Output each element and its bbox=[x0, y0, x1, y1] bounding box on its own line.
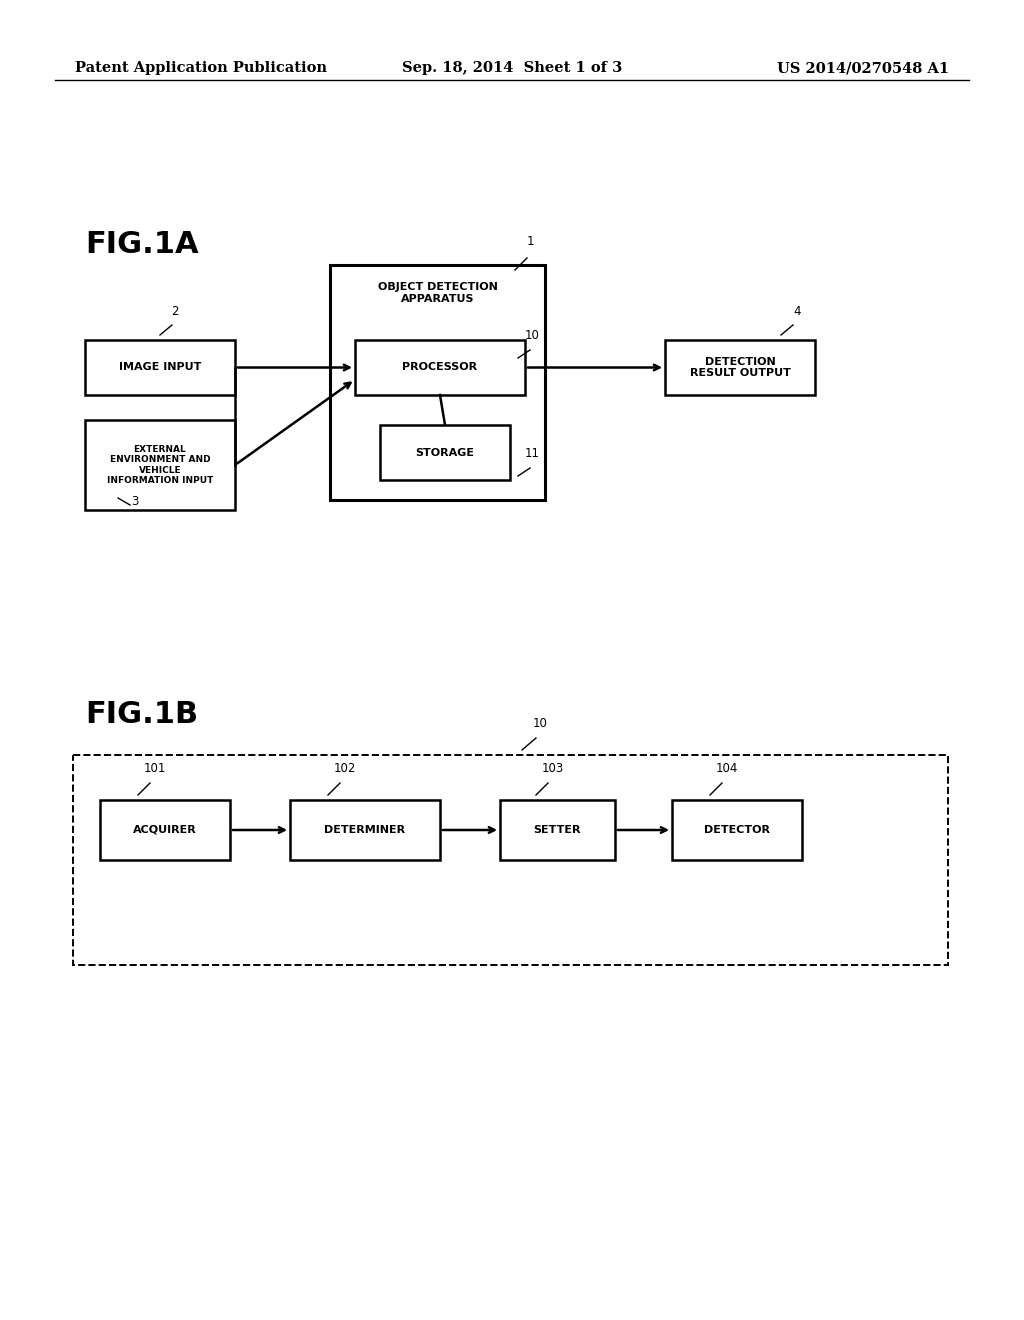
Bar bbox=[290, 800, 440, 861]
Text: 11: 11 bbox=[524, 447, 540, 459]
Bar bbox=[100, 800, 230, 861]
Bar bbox=[665, 341, 815, 395]
Text: 1: 1 bbox=[526, 235, 534, 248]
Text: 4: 4 bbox=[794, 305, 801, 318]
Bar bbox=[85, 341, 234, 395]
Bar bbox=[85, 420, 234, 510]
Text: DETECTION
RESULT OUTPUT: DETECTION RESULT OUTPUT bbox=[689, 356, 791, 379]
Text: 2: 2 bbox=[171, 305, 179, 318]
Bar bbox=[672, 800, 802, 861]
Text: 102: 102 bbox=[334, 762, 356, 775]
Text: ACQUIRER: ACQUIRER bbox=[133, 825, 197, 836]
Bar bbox=[355, 341, 525, 395]
Text: EXTERNAL
ENVIRONMENT AND
VEHICLE
INFORMATION INPUT: EXTERNAL ENVIRONMENT AND VEHICLE INFORMA… bbox=[106, 445, 213, 486]
Text: FIG.1A: FIG.1A bbox=[85, 230, 199, 259]
Text: 103: 103 bbox=[542, 762, 564, 775]
Text: PROCESSOR: PROCESSOR bbox=[402, 363, 477, 372]
Text: DETECTOR: DETECTOR bbox=[705, 825, 770, 836]
Bar bbox=[500, 800, 615, 861]
Text: FIG.1B: FIG.1B bbox=[85, 700, 198, 729]
Text: 3: 3 bbox=[131, 495, 138, 508]
Text: SETTER: SETTER bbox=[534, 825, 582, 836]
Text: DETERMINER: DETERMINER bbox=[325, 825, 406, 836]
Text: 104: 104 bbox=[716, 762, 738, 775]
Bar bbox=[380, 425, 510, 480]
Text: OBJECT DETECTION
APPARATUS: OBJECT DETECTION APPARATUS bbox=[378, 282, 498, 304]
Bar bbox=[73, 755, 948, 965]
Text: 101: 101 bbox=[143, 762, 166, 775]
Text: 10: 10 bbox=[524, 329, 540, 342]
Bar bbox=[330, 265, 545, 500]
Text: IMAGE INPUT: IMAGE INPUT bbox=[119, 363, 201, 372]
Text: US 2014/0270548 A1: US 2014/0270548 A1 bbox=[777, 61, 949, 75]
Text: STORAGE: STORAGE bbox=[416, 447, 474, 458]
Text: 10: 10 bbox=[532, 717, 548, 730]
Text: Patent Application Publication: Patent Application Publication bbox=[75, 61, 327, 75]
Text: Sep. 18, 2014  Sheet 1 of 3: Sep. 18, 2014 Sheet 1 of 3 bbox=[401, 61, 623, 75]
